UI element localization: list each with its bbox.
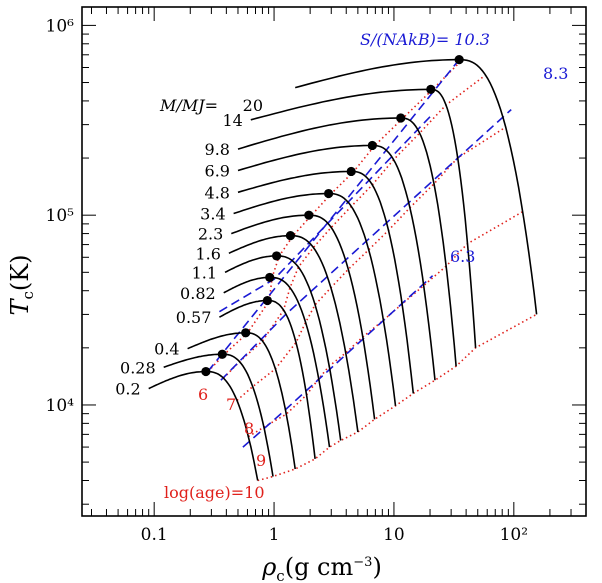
entropy-label-8.3: 8.3	[543, 64, 568, 83]
entropy-label-6.3: 6.3	[450, 247, 475, 266]
entropy-label-10.3: S/(NAkB)= 10.3	[360, 30, 490, 49]
peak-marker-m4.8	[346, 166, 356, 177]
age-label-6: 6	[198, 385, 208, 404]
isochrone-8	[236, 126, 507, 402]
isentrope-10.3	[207, 59, 460, 373]
peak-marker-m14	[426, 84, 436, 94]
mass-label-1.1: 1.1	[192, 263, 217, 282]
isochrone-9	[247, 211, 524, 438]
mass-label-0.57: 0.57	[176, 308, 212, 327]
track-m14	[250, 88, 477, 348]
age-label-8: 8	[244, 419, 254, 438]
plot-frame	[81, 6, 587, 517]
peak-marker-m6.9	[367, 140, 377, 151]
age-label-9: 9	[256, 451, 266, 470]
peak-marker-m0.57	[262, 295, 273, 306]
y-tick-label: 10⁶	[46, 16, 75, 36]
y-tick-label: 10⁵	[46, 206, 75, 226]
peak-marker-m0.2	[201, 366, 211, 377]
mass-label-14: 14	[222, 111, 242, 130]
y-tick-label: 10⁴	[46, 396, 75, 416]
isochrone-7	[222, 74, 486, 379]
mass-label-4.8: 4.8	[205, 183, 230, 202]
mass-label-0.2: 0.2	[115, 380, 140, 399]
mass-label-1.6: 1.6	[195, 244, 220, 263]
peak-marker-m1.6	[285, 231, 296, 241]
x-tick-label: 10²	[500, 525, 528, 545]
mass-label-20: 20	[243, 96, 263, 115]
mass-label-2.3: 2.3	[198, 225, 223, 244]
mass-legend-prefix: M/MJ=	[159, 96, 218, 115]
peak-marker-m3.4	[323, 188, 334, 199]
peak-marker-m20	[454, 55, 464, 65]
track-m0.57	[219, 299, 316, 459]
track-m3.4	[233, 192, 397, 406]
x-axis-title: ρc(g cm−3)	[261, 553, 382, 583]
mass-label-9.8: 9.8	[205, 140, 230, 159]
x-tick-label: 1	[269, 525, 280, 545]
mass-label-6.9: 6.9	[205, 161, 230, 180]
y-axis-title: Tc(K)	[6, 254, 37, 315]
age-label-7: 7	[226, 395, 236, 414]
track-m20	[294, 58, 538, 315]
isentrope-5.3	[218, 116, 431, 313]
age-label-10: log(age)=10	[164, 483, 265, 502]
x-tick-label: 10	[383, 525, 405, 545]
peak-marker-m0.82	[265, 272, 275, 283]
peak-marker-m2.3	[304, 210, 314, 220]
peak-marker-m1.1	[271, 251, 282, 261]
mass-label-0.82: 0.82	[180, 284, 216, 303]
mass-label-0.4: 0.4	[154, 340, 179, 359]
mass-label-0.28: 0.28	[120, 358, 156, 377]
x-tick-label: 0.1	[141, 525, 168, 545]
isochrone-10	[257, 313, 537, 482]
peak-marker-m9.8	[396, 113, 406, 123]
mass-label-3.4: 3.4	[200, 205, 225, 224]
isentrope-6.3	[242, 275, 434, 448]
peak-marker-m0.4	[241, 328, 251, 338]
peak-marker-m0.28	[217, 349, 227, 359]
track-m6.9	[237, 144, 436, 381]
